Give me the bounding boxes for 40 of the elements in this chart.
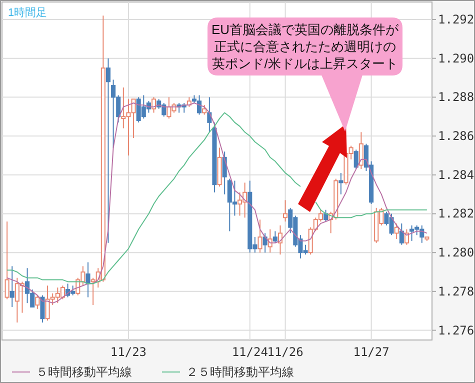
candlestick <box>262 232 268 254</box>
candlestick <box>404 228 409 246</box>
candlestick <box>283 200 288 222</box>
candlestick <box>35 294 40 310</box>
candlestick <box>278 224 283 256</box>
candlestick <box>358 132 364 170</box>
y-tick-label: 1.282 <box>438 206 474 221</box>
y-tick-label: 1.286 <box>438 129 474 144</box>
x-tick-label: 11/27 <box>353 345 390 359</box>
y-tick-label: 1.280 <box>438 246 474 260</box>
y-tick-label: 1.292 <box>438 12 474 26</box>
candlestick <box>338 172 344 195</box>
candlestick <box>106 58 111 244</box>
callout: EU首脳会議で英国の離脱条件が正式に合意されたため週明けの英ポンド/米ドルは上昇スタート <box>208 18 402 130</box>
y-tick-label: 1.290 <box>438 51 474 66</box>
candlestick <box>394 222 399 240</box>
candlestick <box>40 294 45 324</box>
candlestick <box>222 151 227 195</box>
legend-label: ５時間移動平均線 <box>36 365 132 379</box>
annotation: EU首脳会議で英国の離脱条件が正式に合意されたため週明けの英ポンド/米ドルは上昇スタート <box>211 22 400 71</box>
legend-label: ２５時間移動平均線 <box>186 365 294 379</box>
y-tick-label: 1.276 <box>438 323 474 338</box>
candlestick <box>151 96 156 114</box>
y-tick-label: 1.288 <box>438 90 474 104</box>
candlestick <box>10 266 14 308</box>
candlestick <box>272 230 278 244</box>
x-tick-label: 11/26 <box>267 345 304 359</box>
candlestick <box>86 262 90 298</box>
candlestick <box>207 96 212 133</box>
candlestick <box>4 221 10 300</box>
y-tick-label: 1.284 <box>438 168 474 182</box>
candlestick <box>354 149 358 170</box>
candlestick <box>268 228 272 254</box>
candlestick <box>399 222 404 246</box>
x-tick-label: 11/24 <box>232 345 268 359</box>
annotation: 1時間足 <box>8 6 48 19</box>
y-tick-label: 1.278 <box>438 284 474 298</box>
candlestick <box>258 219 262 254</box>
x-tick-label: 11/23 <box>110 345 147 359</box>
candlestick <box>323 209 328 222</box>
